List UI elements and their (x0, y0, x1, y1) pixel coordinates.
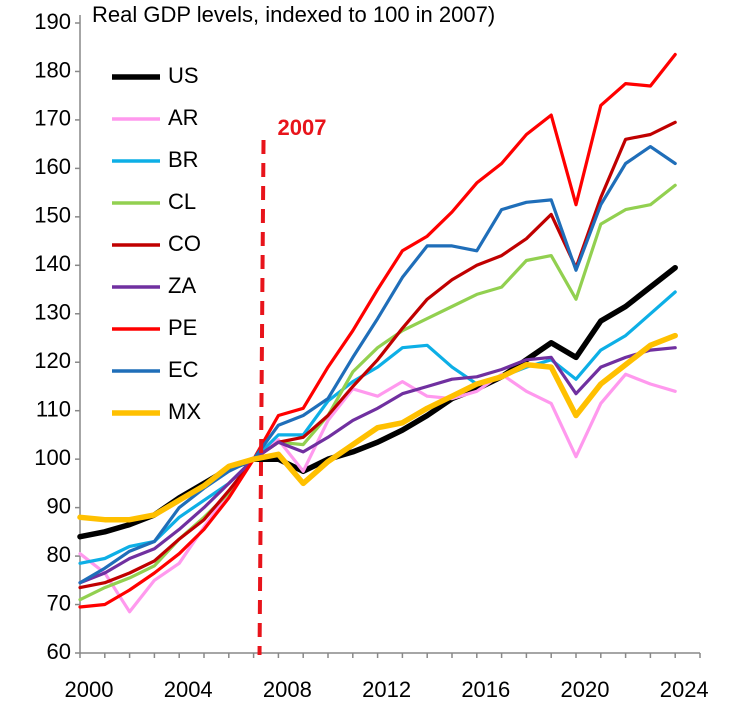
legend-label-us: US (168, 63, 199, 88)
annotation-line (257, 139, 266, 656)
legend-label-ar: AR (168, 105, 199, 130)
y-tick-label: 160 (34, 154, 71, 179)
x-tick-label: 2000 (65, 677, 114, 702)
y-tick-label: 180 (34, 57, 71, 82)
y-tick-label: 110 (36, 397, 71, 422)
x-tick-label: 2024 (660, 677, 709, 702)
x-tick-label: 2016 (461, 677, 510, 702)
series-lines (77, 52, 678, 614)
x-tick-label: 2012 (362, 677, 411, 702)
y-tick-label: 140 (34, 251, 71, 276)
chart-title: Real GDP levels, indexed to 100 in 2007) (92, 2, 495, 27)
legend-label-co: CO (168, 231, 201, 256)
series-line-br (78, 290, 677, 565)
y-tick-label: 60 (47, 639, 71, 664)
x-tick-label: 2008 (263, 677, 312, 702)
y-tick-label: 70 (47, 590, 71, 615)
y-tick-label: 130 (34, 300, 71, 325)
series-line-mx (77, 332, 678, 523)
chart-legend: US AR BR CL CO ZA PE EC MX (112, 63, 201, 424)
series-line-ar (78, 372, 677, 614)
annotation-label: 2007 (278, 115, 327, 140)
legend-label-za: ZA (168, 273, 196, 298)
y-tick-label: 150 (34, 203, 71, 228)
series-line-pe (78, 52, 677, 609)
y-tick-label: 170 (34, 106, 71, 131)
y-tick-label: 100 (34, 445, 71, 470)
x-tick-label: 2020 (561, 677, 610, 702)
series-line-ec (78, 145, 677, 585)
year-annotation: 2007 (257, 115, 327, 656)
legend-label-mx: MX (168, 399, 201, 424)
chart-axes: 60 70 80 90 100 110 120 130 140 150 160 170 180 190 20… (34, 9, 708, 702)
y-tick-label: 120 (34, 348, 71, 373)
legend-label-ec: EC (168, 357, 199, 382)
legend-label-br: BR (168, 147, 199, 172)
legend-label-pe: PE (168, 315, 197, 340)
y-tick-label: 90 (47, 493, 71, 518)
series-line-za (78, 346, 677, 585)
legend-label-cl: CL (168, 189, 196, 214)
x-tick-label: 2004 (164, 677, 213, 702)
y-tick-label: 80 (47, 542, 71, 567)
y-tick-label: 190 (34, 9, 71, 34)
